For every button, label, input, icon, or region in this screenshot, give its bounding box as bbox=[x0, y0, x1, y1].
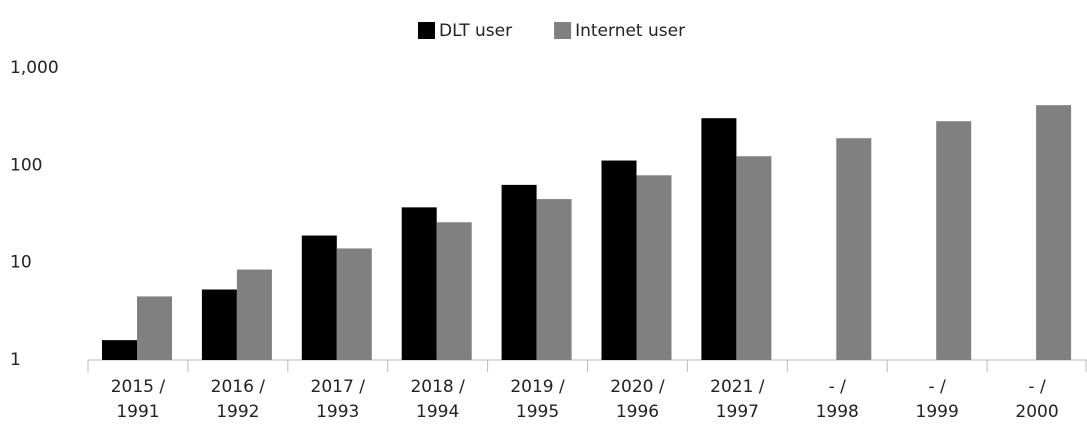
x-tick-label: 2015 / bbox=[111, 377, 166, 397]
x-tick-label: 1997 bbox=[716, 402, 759, 422]
x-tick-label: 2016 / bbox=[211, 377, 266, 397]
x-tick-label: 2017 / bbox=[311, 377, 366, 397]
x-tick-label: 1998 bbox=[816, 402, 859, 422]
x-tick-label: 1994 bbox=[416, 402, 459, 422]
legend-label: Internet user bbox=[575, 21, 685, 41]
x-tick-label: 2019 / bbox=[510, 377, 565, 397]
bar bbox=[236, 269, 272, 360]
bar bbox=[401, 207, 437, 360]
bar bbox=[701, 118, 737, 360]
bar bbox=[137, 296, 172, 360]
x-tick-label: 1999 bbox=[916, 402, 959, 422]
bar bbox=[936, 121, 972, 360]
bar bbox=[102, 340, 137, 360]
bar bbox=[336, 248, 372, 360]
x-tick-label: 1993 bbox=[316, 402, 359, 422]
y-tick-label: 10 bbox=[10, 253, 32, 273]
x-tick-label: 2021 / bbox=[710, 377, 765, 397]
bar bbox=[201, 289, 237, 360]
legend-swatch bbox=[554, 22, 572, 39]
x-tick-label: 1996 bbox=[616, 402, 659, 422]
x-tick-label: - / bbox=[929, 377, 947, 397]
x-tick-label: - / bbox=[829, 377, 847, 397]
bar bbox=[1036, 105, 1072, 360]
legend-swatch bbox=[418, 22, 435, 39]
y-tick-label: 100 bbox=[10, 155, 42, 175]
x-tick-label: - / bbox=[1028, 377, 1046, 397]
x-tick-label: 2000 bbox=[1015, 402, 1058, 422]
x-tick-label: 2018 / bbox=[410, 377, 465, 397]
bar bbox=[501, 184, 537, 360]
x-tick-label: 1995 bbox=[516, 402, 559, 422]
bar bbox=[736, 156, 772, 360]
y-tick-label: 1,000 bbox=[10, 58, 59, 78]
x-tick-label: 1992 bbox=[216, 402, 259, 422]
bar bbox=[536, 199, 572, 360]
bar bbox=[601, 160, 637, 360]
x-tick-label: 1991 bbox=[116, 402, 159, 422]
y-tick-label: 1 bbox=[10, 350, 21, 370]
bar bbox=[301, 235, 337, 360]
bar bbox=[436, 222, 472, 360]
legend-label: DLT user bbox=[439, 21, 512, 41]
bar bbox=[636, 175, 672, 360]
x-tick-label: 2020 / bbox=[610, 377, 665, 397]
bar bbox=[836, 138, 872, 360]
